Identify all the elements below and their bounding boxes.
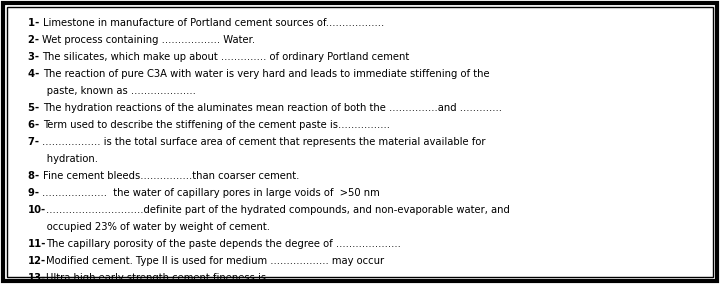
Text: ..............................definite part of the hydrated compounds, and non-e: ..............................definite p… (46, 205, 510, 215)
Text: hydration.: hydration. (28, 154, 98, 164)
Text: The capillary porosity of the paste depends the degree of ....................: The capillary porosity of the paste depe… (46, 239, 401, 249)
Text: 8-: 8- (28, 171, 42, 181)
Text: 1-: 1- (28, 18, 42, 28)
Text: 9-: 9- (28, 188, 42, 198)
Text: 5-: 5- (28, 103, 42, 113)
Text: occupied 23% of water by weight of cement.: occupied 23% of water by weight of cemen… (28, 222, 270, 232)
Text: 3-: 3- (28, 52, 42, 62)
Text: paste, known as ....................: paste, known as .................... (28, 86, 196, 96)
Text: 13-: 13- (28, 273, 46, 283)
Text: Fine cement bleeds................than coarser cement.: Fine cement bleeds................than c… (42, 171, 299, 181)
Text: The reaction of pure C3A with water is very hard and leads to immediate stiffeni: The reaction of pure C3A with water is v… (42, 69, 490, 79)
Text: .................. is the total surface area of cement that represents the mater: .................. is the total surface … (42, 137, 486, 147)
Text: ....................  the water of capillary pores in large voids of  >50 nm: .................... the water of capill… (42, 188, 380, 198)
Text: 12-: 12- (28, 256, 46, 266)
Text: The hydration reactions of the aluminates mean reaction of both the ............: The hydration reactions of the aluminate… (42, 103, 502, 113)
Text: 10-: 10- (28, 205, 46, 215)
Text: 7-: 7- (28, 137, 42, 147)
Text: Limestone in manufacture of Portland cement sources of..................: Limestone in manufacture of Portland cem… (42, 18, 384, 28)
Text: 4-: 4- (28, 69, 42, 79)
Text: The silicates, which make up about .............. of ordinary Portland cement: The silicates, which make up about .....… (42, 52, 410, 62)
Text: Wet process containing .................. Water.: Wet process containing .................… (42, 35, 256, 45)
Text: 2-: 2- (28, 35, 42, 45)
Text: Term used to describe the stiffening of the cement paste is................: Term used to describe the stiffening of … (42, 120, 390, 130)
Text: Modified cement. Type II is used for medium .................. may occur: Modified cement. Type II is used for med… (46, 256, 384, 266)
Text: 6-: 6- (28, 120, 42, 130)
Text: Ultra high early strength cement fineness is............................: Ultra high early strength cement finenes… (46, 273, 357, 283)
Text: 11-: 11- (28, 239, 46, 249)
